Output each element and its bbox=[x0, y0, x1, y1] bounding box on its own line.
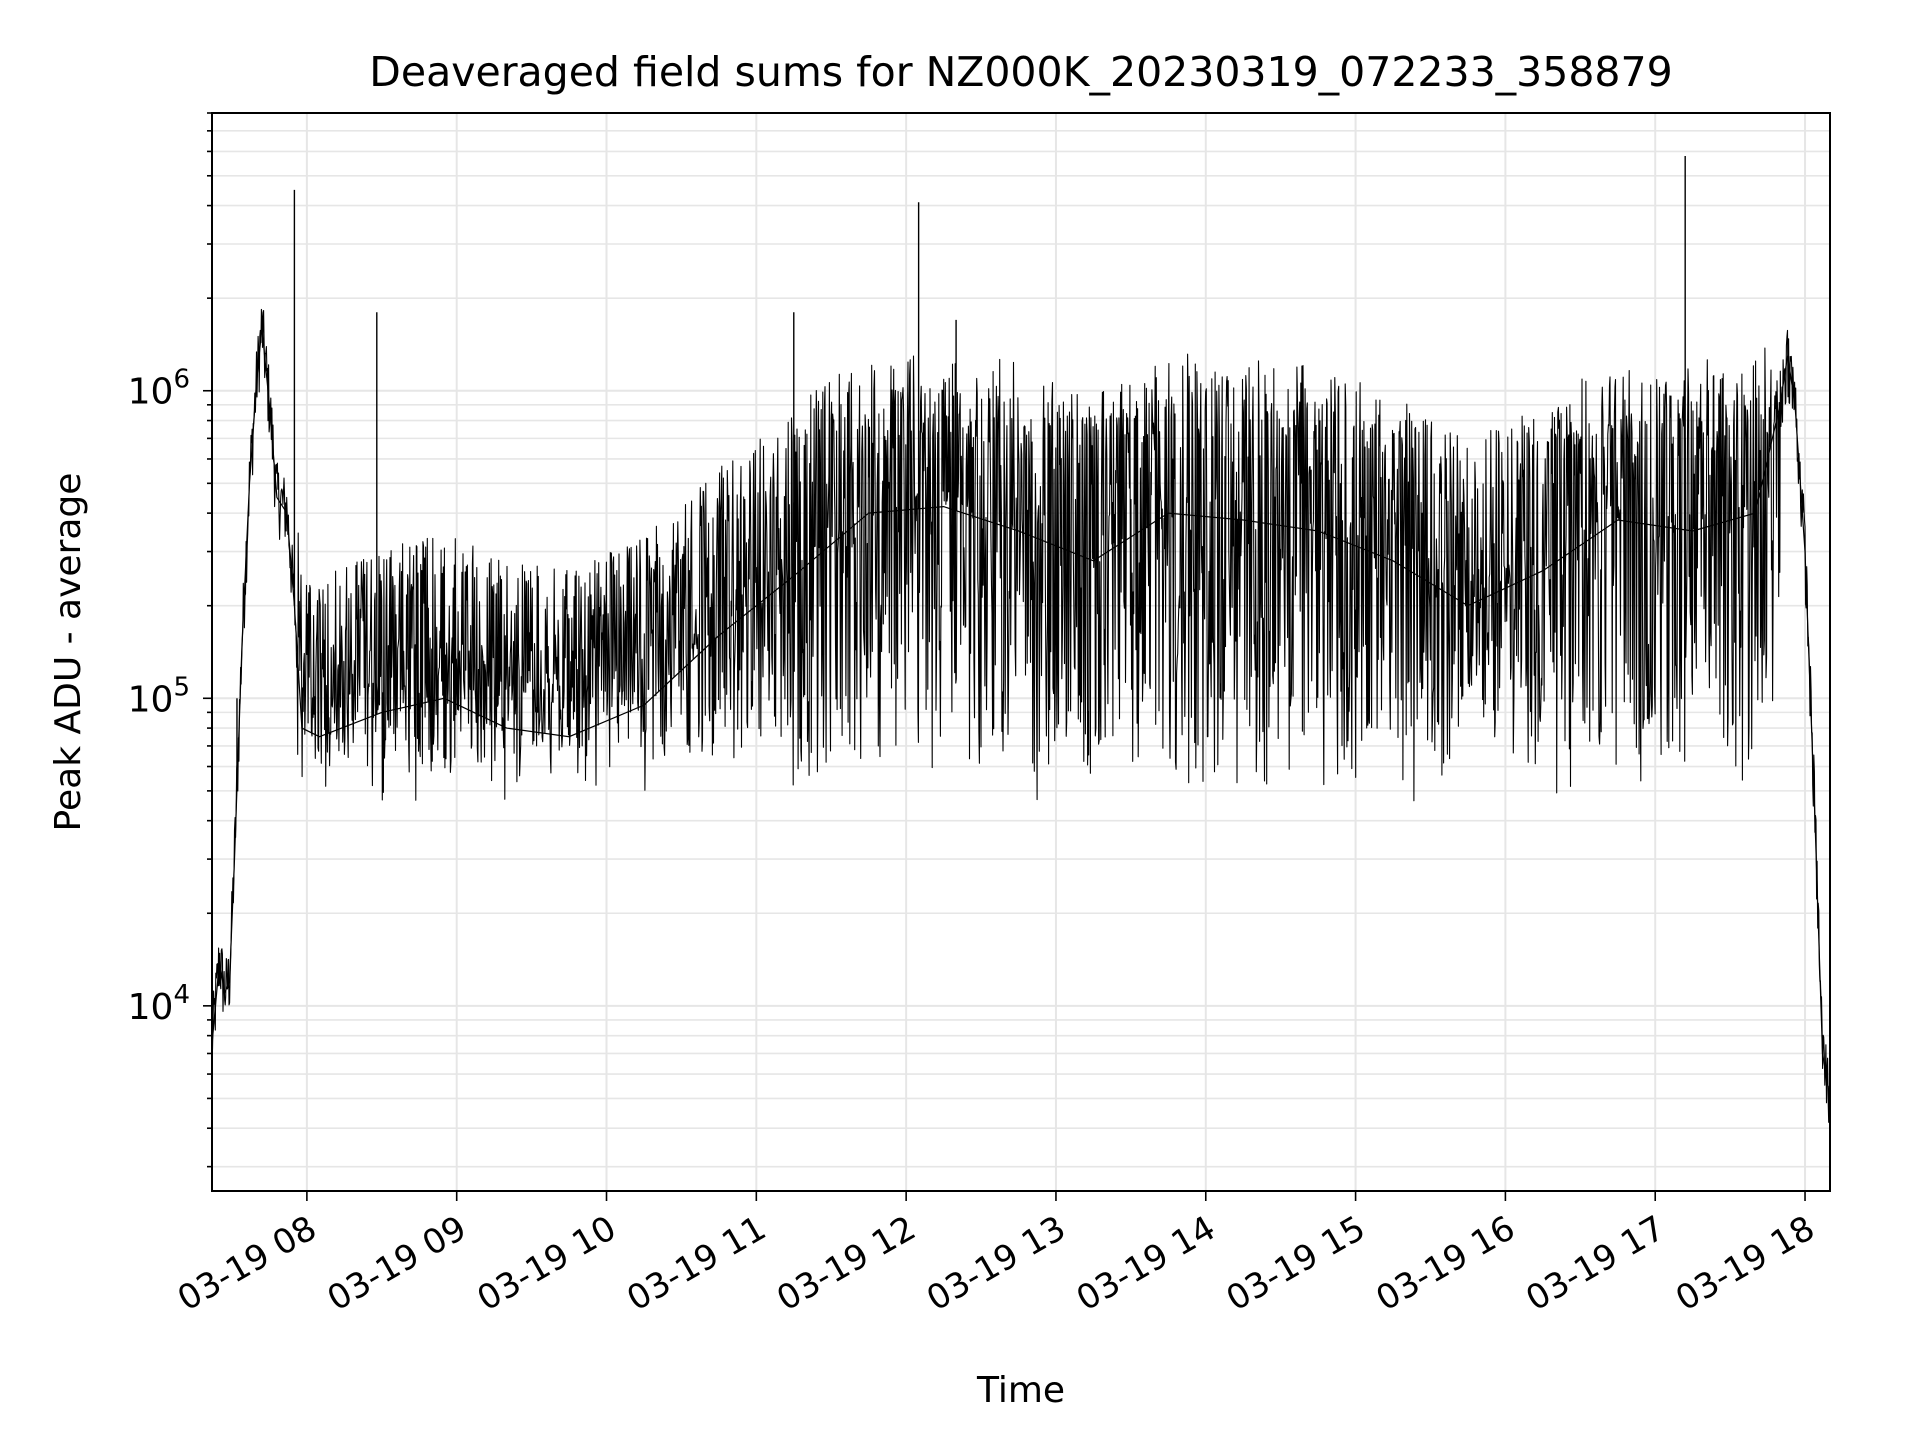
y-tick-exponent: 6 bbox=[173, 365, 190, 395]
series-area bbox=[212, 155, 1830, 1123]
series-trend-line bbox=[212, 327, 1830, 1099]
y-tick-label: 105 bbox=[128, 672, 190, 720]
y-tick-exponent: 5 bbox=[173, 672, 190, 702]
x-axis-label: Time bbox=[976, 1370, 1065, 1411]
y-tick-base: 10 bbox=[128, 987, 174, 1028]
series-line bbox=[212, 308, 1830, 1123]
y-tick-exponent: 4 bbox=[173, 980, 190, 1010]
y-tick-base: 10 bbox=[128, 372, 174, 413]
y-tick-base: 10 bbox=[128, 679, 174, 720]
y-tick-label: 106 bbox=[128, 365, 190, 413]
y-axis-label: Peak ADU - average bbox=[48, 473, 89, 832]
y-tick-label: 104 bbox=[128, 980, 190, 1028]
chart-title: Deaveraged field sums for NZ000K_2023031… bbox=[369, 48, 1672, 96]
plot-frame bbox=[211, 112, 1831, 1192]
